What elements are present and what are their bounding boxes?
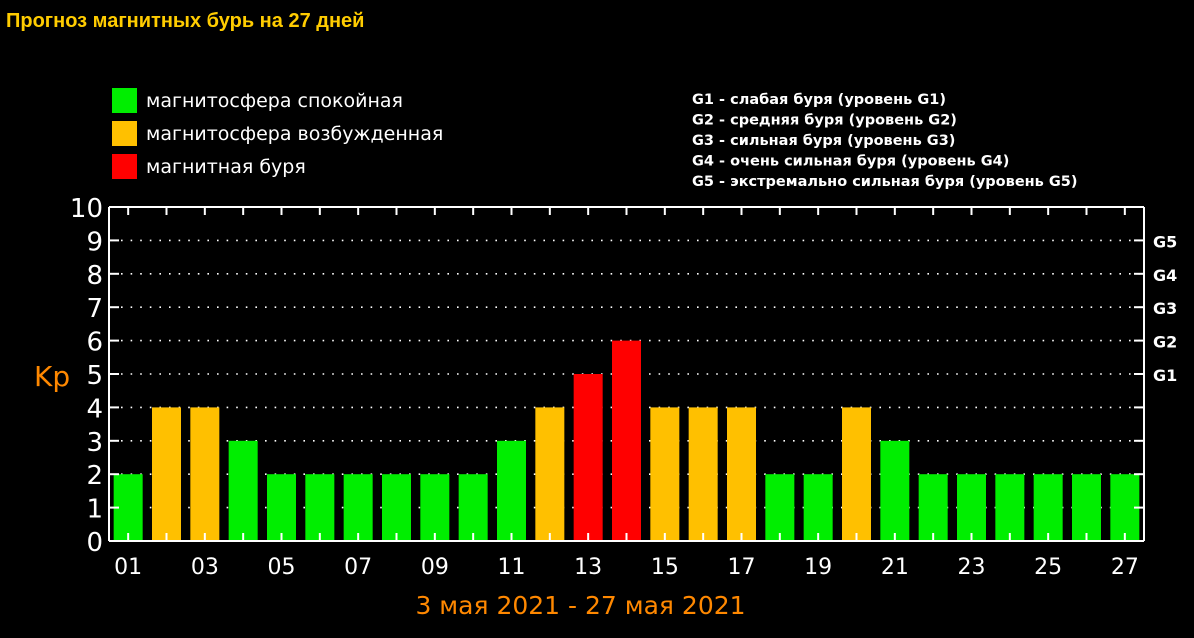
bar-day-12 xyxy=(535,407,565,541)
bar-day-26 xyxy=(1072,474,1101,541)
page-title: Прогноз магнитных бурь на 27 дней xyxy=(6,10,365,32)
y-tick-label: 9 xyxy=(86,227,103,257)
axes xyxy=(108,206,1145,542)
g-level-label-g1: G1 xyxy=(1153,366,1177,385)
bar-day-08 xyxy=(382,474,411,541)
y-tick-label: 1 xyxy=(86,495,103,525)
g-level-label-g5: G5 xyxy=(1153,232,1177,251)
bar-day-02 xyxy=(152,407,181,541)
bar-day-05 xyxy=(267,474,296,541)
bar-day-25 xyxy=(1033,474,1063,541)
g-legend-item: G3 - сильная буря (уровень G3) xyxy=(692,133,955,149)
bar-day-23 xyxy=(957,474,986,541)
y-tick-label: 7 xyxy=(86,294,103,324)
bars xyxy=(113,340,1140,541)
bar-day-03 xyxy=(190,407,220,541)
x-tick-label: 15 xyxy=(651,555,679,580)
bar-day-15 xyxy=(650,407,680,541)
x-tick-label: 23 xyxy=(958,555,986,580)
bar-day-18 xyxy=(765,474,795,541)
x-tick-labels: 01 03 05 07 09 11 13 15 17 19 21 23 25 27 xyxy=(114,555,1139,580)
legend-left: магнитосфера спокойная магнитосфера возбу… xyxy=(112,88,443,179)
bar-day-04 xyxy=(228,440,258,541)
g-level-label-g4: G4 xyxy=(1153,266,1177,285)
g-level-label-g2: G2 xyxy=(1153,333,1177,352)
x-tick-label: 07 xyxy=(344,555,372,580)
x-tick-label: 27 xyxy=(1111,555,1139,580)
x-tick-label: 05 xyxy=(268,555,296,580)
bar-day-06 xyxy=(305,474,335,541)
bar-day-13 xyxy=(573,374,603,541)
y-tick-label: 0 xyxy=(86,528,103,558)
y-axis-label: Kp xyxy=(34,360,70,393)
y-tick-label: 3 xyxy=(86,428,103,458)
y-tick-label: 5 xyxy=(86,361,103,391)
legend-swatch xyxy=(112,121,137,146)
legend-swatch xyxy=(112,154,137,179)
x-tick-label: 21 xyxy=(881,555,909,580)
y-tick-label: 2 xyxy=(86,461,103,491)
bar-day-24 xyxy=(995,474,1025,541)
bar-day-09 xyxy=(420,474,450,541)
bar-day-20 xyxy=(842,407,871,541)
legend-label: магнитосфера спокойная xyxy=(146,90,403,112)
bar-day-19 xyxy=(803,474,833,541)
x-tick-label: 25 xyxy=(1034,555,1062,580)
y-tick-label: 10 xyxy=(70,194,103,224)
legend-right: G1 - слабая буря (уровень G1) G2 - средня… xyxy=(692,92,1078,190)
y-tick-labels: 01 23 456 78 910 xyxy=(70,194,103,558)
bar-day-16 xyxy=(688,407,718,541)
bar-day-07 xyxy=(343,474,373,541)
g-legend-item: G4 - очень сильная буря (уровень G4) xyxy=(692,154,1009,170)
bar-day-11 xyxy=(497,440,526,541)
x-tick-label: 03 xyxy=(191,555,219,580)
g-legend-item: G1 - слабая буря (уровень G1) xyxy=(692,92,946,108)
x-tick-label: 17 xyxy=(728,555,756,580)
g-legend-item: G2 - средняя буря (уровень G2) xyxy=(692,113,957,129)
g-level-labels: G1 G2 G3 G4 G5 xyxy=(1153,232,1177,385)
x-tick-label: 19 xyxy=(804,555,832,580)
x-tick-label: 01 xyxy=(114,555,142,580)
legend-label: магнитная буря xyxy=(146,156,306,178)
legend-label: магнитосфера возбужденная xyxy=(146,123,443,145)
legend-swatch xyxy=(112,88,137,113)
bar-day-14 xyxy=(612,340,641,541)
y-tick-label: 6 xyxy=(86,328,103,358)
g-level-label-g3: G3 xyxy=(1153,299,1177,318)
y-tick-label: 4 xyxy=(86,394,103,424)
x-tick-label: 11 xyxy=(498,555,526,580)
x-axis-label: 3 мая 2021 - 27 мая 2021 xyxy=(415,591,745,620)
bar-day-10 xyxy=(458,474,488,541)
y-tick-label: 8 xyxy=(86,261,103,291)
g-legend-item: G5 - экстремально сильная буря (уровень … xyxy=(692,174,1078,190)
bar-day-21 xyxy=(880,440,910,541)
x-tick-label: 13 xyxy=(574,555,602,580)
x-tick-label: 09 xyxy=(421,555,449,580)
bar-day-17 xyxy=(727,407,756,541)
bar-day-22 xyxy=(918,474,948,541)
